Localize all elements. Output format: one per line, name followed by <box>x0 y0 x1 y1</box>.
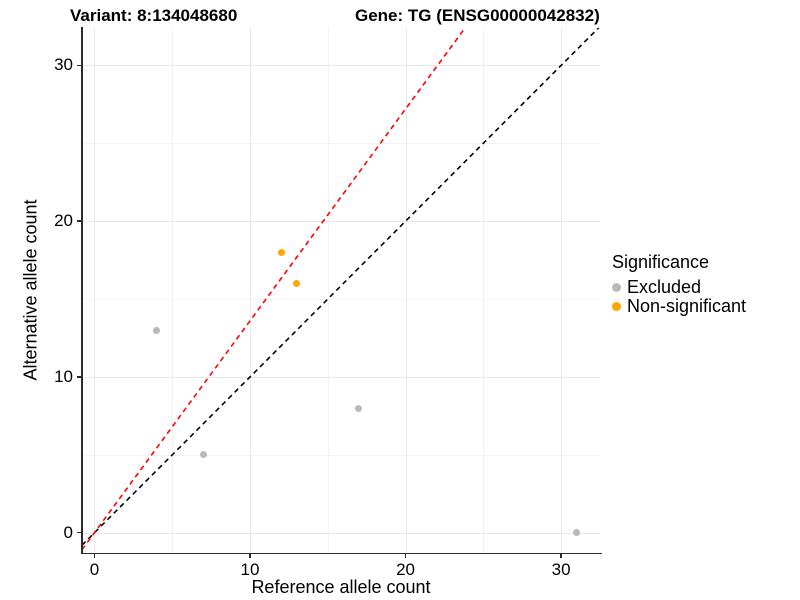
major-gridline <box>94 28 96 553</box>
legend-item-excluded: Excluded <box>612 278 746 297</box>
y-tick-mark <box>77 376 82 378</box>
excluded-dot-icon <box>612 283 621 292</box>
y-tick-label: 0 <box>63 522 73 542</box>
x-tick-mark <box>560 553 562 558</box>
data-point-excluded <box>199 451 207 459</box>
legend-item-non-significant: Non-significant <box>612 297 746 316</box>
minor-gridline <box>82 299 600 301</box>
plot-panel <box>82 28 600 553</box>
minor-gridline <box>82 454 600 456</box>
non-significant-dot-icon <box>612 302 621 311</box>
x-axis-line <box>81 552 602 554</box>
data-point-excluded <box>153 326 161 334</box>
x-tick-mark <box>93 553 96 558</box>
y-tick-mark <box>77 220 82 222</box>
y-tick-label: 10 <box>54 366 73 386</box>
major-gridline <box>250 28 251 553</box>
legend: Significance Excluded Non-significant <box>612 252 746 316</box>
minor-gridline <box>172 28 174 553</box>
data-point-non-significant <box>293 279 301 287</box>
variant-title: Variant: 8:134048680 <box>70 6 238 25</box>
expected-ratio-line <box>82 28 467 551</box>
data-point-excluded <box>355 404 363 412</box>
major-gridline <box>82 221 600 223</box>
major-gridline <box>82 65 600 67</box>
minor-gridline <box>483 28 485 553</box>
gene-title: Gene: TG (ENSG00000042832) <box>355 6 600 25</box>
minor-gridline <box>82 143 600 145</box>
x-tick-mark <box>404 553 407 558</box>
legend-title: Significance <box>612 252 710 272</box>
x-axis-label: Reference allele count <box>251 577 431 597</box>
major-gridline <box>405 28 407 553</box>
x-tick-mark <box>249 553 251 558</box>
data-point-non-significant <box>277 248 285 256</box>
y-axis-line <box>81 27 83 554</box>
major-gridline <box>82 532 600 534</box>
data-point-excluded <box>573 529 581 537</box>
identity-line <box>82 28 600 546</box>
x-tick-label: 20 <box>396 560 415 579</box>
y-tick-label: 20 <box>54 211 73 231</box>
major-gridline <box>82 376 600 378</box>
y-tick-mark <box>77 531 82 534</box>
x-tick-label: 0 <box>89 560 100 579</box>
major-gridline <box>561 28 563 553</box>
minor-gridline <box>327 28 329 553</box>
x-tick-label: 10 <box>240 560 260 579</box>
x-tick-label: 30 <box>551 560 571 579</box>
y-tick-label: 30 <box>54 55 73 75</box>
legend-item-label: Excluded <box>627 277 702 297</box>
abline-layer <box>82 28 600 551</box>
legend-item-label: Non-significant <box>627 296 747 316</box>
y-tick-mark <box>77 64 82 67</box>
